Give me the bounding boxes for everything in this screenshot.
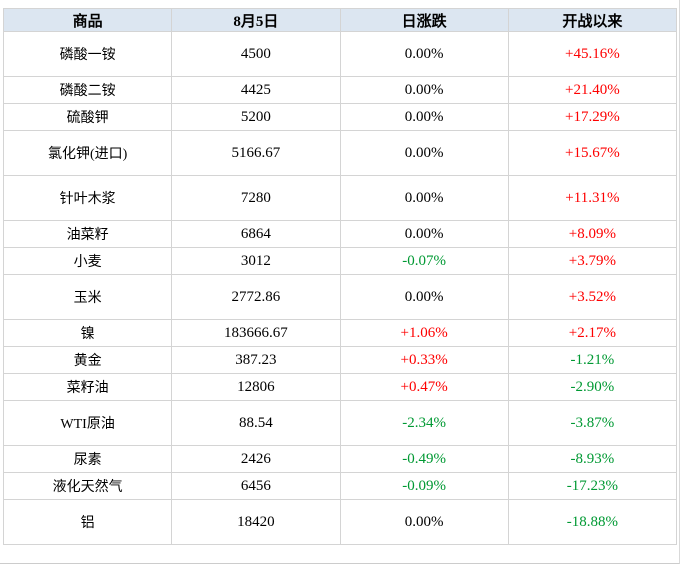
- commodity-name-cell: 小麦: [2, 247, 173, 275]
- day-change-cell: 0.00%: [339, 31, 509, 77]
- since-war-cell: -2.90%: [507, 373, 678, 401]
- price-cell: 7280: [171, 175, 341, 221]
- table-row: 铝 18420 0.00% -18.88%: [2, 499, 678, 545]
- since-war-cell: +3.52%: [507, 274, 678, 320]
- since-war-cell: +2.17%: [507, 319, 678, 347]
- table-row: 磷酸二铵 4425 0.00% +21.40%: [2, 76, 678, 104]
- since-war-cell: +8.09%: [507, 220, 678, 248]
- price-cell: 2772.86: [171, 274, 341, 320]
- day-change-cell: 0.00%: [339, 274, 509, 320]
- table-row: 黄金 387.23 +0.33% -1.21%: [2, 346, 678, 374]
- table-row: 氯化钾(进口) 5166.67 0.00% +15.67%: [2, 130, 678, 176]
- since-war-cell: -3.87%: [507, 400, 678, 446]
- day-change-cell: -0.49%: [339, 445, 509, 473]
- col-header-since-war: 开战以来: [507, 8, 678, 32]
- day-change-cell: 0.00%: [339, 103, 509, 131]
- commodity-name-cell: 磷酸一铵: [2, 31, 173, 77]
- commodity-name-cell: 针叶木浆: [2, 175, 173, 221]
- commodity-name-cell: 油菜籽: [2, 220, 173, 248]
- since-war-cell: +3.79%: [507, 247, 678, 275]
- price-cell: 3012: [171, 247, 341, 275]
- day-change-cell: +0.47%: [339, 373, 509, 401]
- commodity-name-cell: 液化天然气: [2, 472, 173, 500]
- price-cell: 6456: [171, 472, 341, 500]
- table-header-row: 商品 8月5日 日涨跌 开战以来: [2, 8, 678, 32]
- price-cell: 6864: [171, 220, 341, 248]
- since-war-cell: +11.31%: [507, 175, 678, 221]
- price-cell: 18420: [171, 499, 341, 545]
- since-war-cell: -8.93%: [507, 445, 678, 473]
- commodity-name-cell: 镍: [2, 319, 173, 347]
- price-cell: 387.23: [171, 346, 341, 374]
- day-change-cell: +1.06%: [339, 319, 509, 347]
- price-cell: 88.54: [171, 400, 341, 446]
- since-war-cell: -17.23%: [507, 472, 678, 500]
- commodity-price-table: 商品 8月5日 日涨跌 开战以来 磷酸一铵 4500 0.00% +45.16% 磷酸二…: [2, 8, 678, 545]
- table-row: WTI原油 88.54 -2.34% -3.87%: [2, 400, 678, 446]
- col-header-date-price: 8月5日: [171, 8, 341, 32]
- since-war-cell: +15.67%: [507, 130, 678, 176]
- table-row: 油菜籽 6864 0.00% +8.09%: [2, 220, 678, 248]
- commodity-name-cell: 磷酸二铵: [2, 76, 173, 104]
- table-row: 玉米 2772.86 0.00% +3.52%: [2, 274, 678, 320]
- price-cell: 4500: [171, 31, 341, 77]
- table-row: 镍 183666.67 +1.06% +2.17%: [2, 319, 678, 347]
- table-row: 菜籽油 12806 +0.47% -2.90%: [2, 373, 678, 401]
- commodity-name-cell: 硫酸钾: [2, 103, 173, 131]
- since-war-cell: +21.40%: [507, 76, 678, 104]
- table-row: 尿素 2426 -0.49% -8.93%: [2, 445, 678, 473]
- table-row: 针叶木浆 7280 0.00% +11.31%: [2, 175, 678, 221]
- table-body: 磷酸一铵 4500 0.00% +45.16% 磷酸二铵 4425 0.00% +21.40%…: [2, 31, 678, 545]
- table-head: 商品 8月5日 日涨跌 开战以来: [2, 8, 678, 32]
- commodity-name-cell: 黄金: [2, 346, 173, 374]
- commodity-name-cell: 尿素: [2, 445, 173, 473]
- day-change-cell: -0.09%: [339, 472, 509, 500]
- day-change-cell: 0.00%: [339, 76, 509, 104]
- day-change-cell: -0.07%: [339, 247, 509, 275]
- since-war-cell: +45.16%: [507, 31, 678, 77]
- commodity-name-cell: WTI原油: [2, 400, 173, 446]
- day-change-cell: 0.00%: [339, 220, 509, 248]
- price-cell: 4425: [171, 76, 341, 104]
- since-war-cell: +17.29%: [507, 103, 678, 131]
- price-cell: 5166.67: [171, 130, 341, 176]
- day-change-cell: +0.33%: [339, 346, 509, 374]
- table-row: 液化天然气 6456 -0.09% -17.23%: [2, 472, 678, 500]
- commodity-name-cell: 菜籽油: [2, 373, 173, 401]
- price-cell: 183666.67: [171, 319, 341, 347]
- table-row: 硫酸钾 5200 0.00% +17.29%: [2, 103, 678, 131]
- since-war-cell: -18.88%: [507, 499, 678, 545]
- commodity-name-cell: 氯化钾(进口): [2, 130, 173, 176]
- day-change-cell: -2.34%: [339, 400, 509, 446]
- price-cell: 5200: [171, 103, 341, 131]
- day-change-cell: 0.00%: [339, 499, 509, 545]
- since-war-cell: -1.21%: [507, 346, 678, 374]
- col-header-day-change: 日涨跌: [339, 8, 509, 32]
- day-change-cell: 0.00%: [339, 130, 509, 176]
- table-row: 磷酸一铵 4500 0.00% +45.16%: [2, 31, 678, 77]
- table-row: 小麦 3012 -0.07% +3.79%: [2, 247, 678, 275]
- col-header-commodity: 商品: [2, 8, 173, 32]
- commodity-name-cell: 铝: [2, 499, 173, 545]
- price-cell: 2426: [171, 445, 341, 473]
- commodity-name-cell: 玉米: [2, 274, 173, 320]
- day-change-cell: 0.00%: [339, 175, 509, 221]
- price-cell: 12806: [171, 373, 341, 401]
